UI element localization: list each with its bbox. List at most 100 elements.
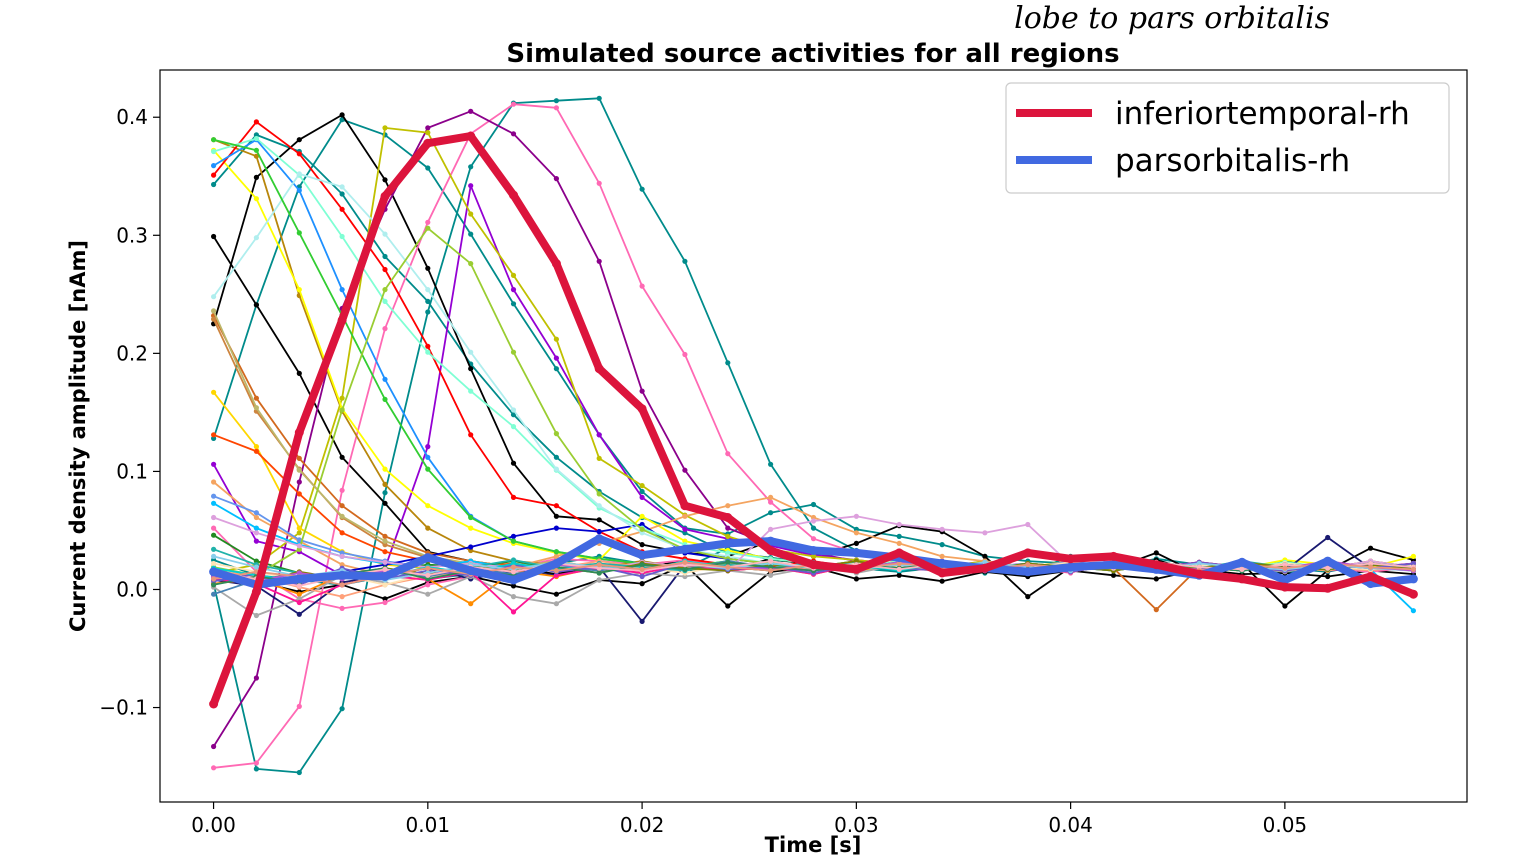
series-point-parsorbitalis-rh [1408, 574, 1418, 584]
series-point-parsorbitalis-rh [423, 553, 433, 563]
region-series-point [639, 521, 645, 528]
series-point-parsorbitalis-rh [209, 567, 219, 577]
region-series-point [682, 351, 688, 358]
region-series-point [382, 287, 388, 293]
x-tick-label: 0.00 [191, 813, 236, 837]
y-axis-label: Current density amplitude [nAm] [66, 240, 90, 632]
legend-label-parsorbitalis-rh: parsorbitalis-rh [1115, 143, 1350, 179]
series-point-inferiortemporal-rh [937, 568, 947, 578]
region-series-point [253, 235, 259, 241]
region-series-point [296, 137, 302, 143]
background-series-layer [211, 95, 1416, 776]
region-series-point [382, 298, 388, 304]
region-series-point [211, 461, 217, 467]
region-series-point [510, 101, 517, 107]
region-series-point [510, 594, 517, 600]
y-tick-label: −0.1 [99, 696, 148, 720]
region-series-point [296, 491, 302, 497]
region-series-point [553, 98, 560, 104]
region-series-point [553, 431, 560, 437]
region-series-13 [211, 389, 1416, 574]
region-series-point [510, 412, 517, 418]
region-series-point [468, 432, 474, 438]
x-axis-label: Time [s] [765, 833, 862, 855]
region-series-point [382, 231, 388, 237]
region-series-point [211, 479, 217, 485]
region-series-point [510, 272, 517, 278]
region-series-point [253, 564, 259, 570]
series-point-inferiortemporal-rh [1408, 589, 1418, 599]
series-point-parsorbitalis-rh [680, 544, 690, 554]
region-series-point [810, 501, 817, 508]
series-point-inferiortemporal-rh [1151, 560, 1161, 570]
x-tick-label: 0.02 [620, 813, 665, 837]
region-series-point [296, 611, 302, 617]
region-series-point [725, 503, 731, 509]
region-series-point [425, 572, 431, 578]
region-series-9 [211, 108, 1416, 750]
region-series-point [1110, 572, 1117, 578]
region-series-point [639, 526, 645, 532]
region-series-point [382, 596, 388, 602]
region-series-point [211, 163, 217, 169]
region-series-point [510, 533, 517, 540]
region-series-point [1282, 603, 1288, 609]
region-series-point [468, 108, 474, 114]
series-point-inferiortemporal-rh [209, 699, 219, 709]
plot-area [159, 69, 1468, 803]
series-point-inferiortemporal-rh [1237, 574, 1247, 584]
region-series-point [510, 424, 517, 430]
series-point-inferiortemporal-rh [1109, 551, 1118, 561]
region-series-point [468, 366, 474, 372]
series-point-parsorbitalis-rh [1109, 560, 1118, 570]
region-series-point [425, 591, 431, 597]
series-point-parsorbitalis-rh [1066, 562, 1076, 572]
legend: inferiortemporal-rh parsorbitalis-rh [1005, 82, 1450, 194]
series-point-inferiortemporal-rh [509, 190, 518, 200]
region-series-point [296, 479, 302, 485]
series-point-inferiortemporal-rh [1323, 583, 1333, 593]
region-series-point [296, 537, 302, 543]
region-series-point [896, 572, 902, 578]
region-series-point [468, 514, 474, 521]
region-series-point [510, 569, 517, 575]
region-series-point [296, 187, 302, 193]
region-series-point [425, 565, 431, 571]
highlighted-series-layer [209, 131, 1418, 709]
plot-frame [159, 69, 1468, 803]
region-series-point [211, 137, 217, 143]
region-series-point [253, 514, 259, 521]
region-series-point [853, 530, 860, 536]
region-series-point [639, 542, 645, 548]
region-series-point [939, 578, 945, 584]
region-series-point [211, 181, 217, 188]
y-tick-label: 0.1 [116, 459, 148, 483]
series-point-parsorbitalis-rh [1023, 567, 1033, 577]
region-series-point [768, 568, 774, 574]
series-point-inferiortemporal-rh [1280, 582, 1290, 592]
legend-label-inferiortemporal-rh: inferiortemporal-rh [1115, 96, 1410, 132]
region-series-point [596, 258, 602, 264]
region-series-point [382, 549, 388, 555]
region-series-point [596, 562, 602, 568]
region-series-point [339, 112, 345, 118]
region-series-point [768, 461, 774, 467]
region-series-point [553, 454, 560, 460]
series-point-parsorbitalis-rh [809, 546, 818, 555]
region-series-point [382, 481, 388, 487]
region-series-point [725, 603, 731, 609]
region-series-point [253, 525, 259, 531]
region-series-point [596, 95, 602, 101]
region-series-point [639, 513, 645, 519]
region-series-point [296, 370, 302, 376]
region-series-point [211, 316, 217, 322]
region-series-point [253, 174, 259, 180]
y-tick-label: 0.4 [116, 105, 148, 129]
region-series-point [810, 536, 817, 542]
series-point-inferiortemporal-rh [1023, 548, 1033, 558]
region-series-point [211, 525, 217, 531]
region-series-point [211, 493, 217, 499]
region-series-point [553, 105, 560, 111]
series-point-inferiortemporal-rh [551, 259, 561, 269]
region-series-point [1325, 534, 1331, 541]
